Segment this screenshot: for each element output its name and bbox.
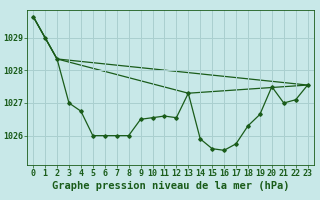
X-axis label: Graphe pression niveau de la mer (hPa): Graphe pression niveau de la mer (hPa) [52,181,289,191]
